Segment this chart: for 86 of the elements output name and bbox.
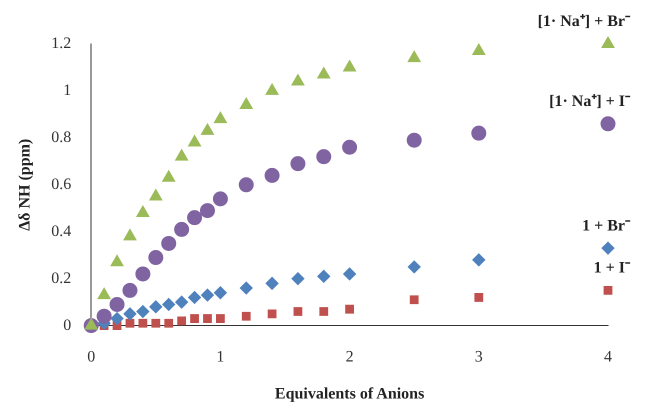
x-tick-label: 0 [87, 348, 96, 366]
point [175, 149, 188, 161]
y-tick-label: 0.2 [51, 270, 72, 287]
y-axis-title: Δδ NH (ppm) [16, 138, 34, 231]
point [238, 177, 254, 192]
point [138, 318, 148, 328]
y-tick-label: 0 [63, 316, 72, 334]
point [240, 98, 253, 110]
point [242, 312, 251, 321]
point [602, 242, 614, 255]
point [319, 307, 328, 316]
point [600, 116, 616, 132]
point [190, 314, 199, 323]
x-tick-label: 2 [346, 348, 354, 366]
point [474, 293, 484, 302]
x-tick-label: 3 [474, 348, 483, 366]
series-label: 1 + I⁻ [594, 260, 631, 277]
point [264, 168, 280, 183]
point [188, 135, 202, 147]
point [110, 312, 124, 326]
point [161, 236, 176, 251]
point [151, 318, 160, 328]
x-tick-label: 1 [216, 348, 224, 366]
point [291, 272, 304, 286]
point [122, 282, 138, 298]
point [291, 74, 304, 86]
point [187, 210, 202, 226]
point [601, 36, 615, 48]
y-tick-label: 1.2 [51, 35, 72, 52]
point [343, 267, 356, 280]
point [316, 149, 332, 164]
point [406, 132, 422, 148]
point [135, 266, 150, 282]
y-tick-label: 0.6 [51, 176, 72, 194]
point [216, 314, 225, 323]
point [240, 282, 253, 295]
point [136, 305, 150, 318]
point [200, 288, 214, 302]
series-label: [1· Na⁺] + I⁻ [549, 92, 631, 110]
point [110, 296, 125, 312]
point [136, 205, 150, 217]
point [408, 260, 421, 274]
point [188, 290, 202, 304]
point [162, 298, 176, 311]
point [148, 250, 164, 266]
point [266, 83, 279, 95]
point [317, 270, 330, 283]
y-tick-label: 0.4 [51, 222, 72, 240]
point [342, 140, 358, 155]
point [266, 276, 279, 290]
point [214, 286, 227, 300]
point [408, 50, 421, 62]
y-tick-label: 0.8 [51, 129, 72, 146]
point [200, 123, 214, 135]
point [162, 170, 176, 182]
point [110, 254, 124, 266]
point [472, 253, 486, 266]
point [123, 228, 137, 240]
point [471, 126, 486, 141]
point [96, 308, 112, 324]
x-axis-title: Equivalents of Anions [274, 386, 424, 403]
y-tick-label: 1 [63, 82, 72, 100]
point [472, 44, 486, 56]
point [317, 67, 330, 79]
point [177, 316, 186, 326]
point [203, 314, 212, 323]
x-tick-label: 4 [604, 348, 612, 366]
point [343, 60, 356, 72]
point [268, 309, 276, 318]
point [164, 318, 174, 328]
point [175, 296, 188, 309]
point [149, 300, 162, 314]
point [345, 304, 354, 314]
point [410, 295, 419, 304]
point [294, 307, 302, 316]
point [174, 222, 190, 237]
point [214, 112, 227, 124]
point [290, 156, 306, 172]
point [149, 189, 162, 201]
point [123, 307, 136, 320]
series-label: [1· Na⁺] + Br⁻ [538, 13, 631, 30]
point [126, 318, 134, 328]
point [604, 286, 612, 295]
series-label: 1 + Br⁻ [582, 217, 631, 234]
point [200, 203, 215, 218]
point [212, 191, 228, 206]
